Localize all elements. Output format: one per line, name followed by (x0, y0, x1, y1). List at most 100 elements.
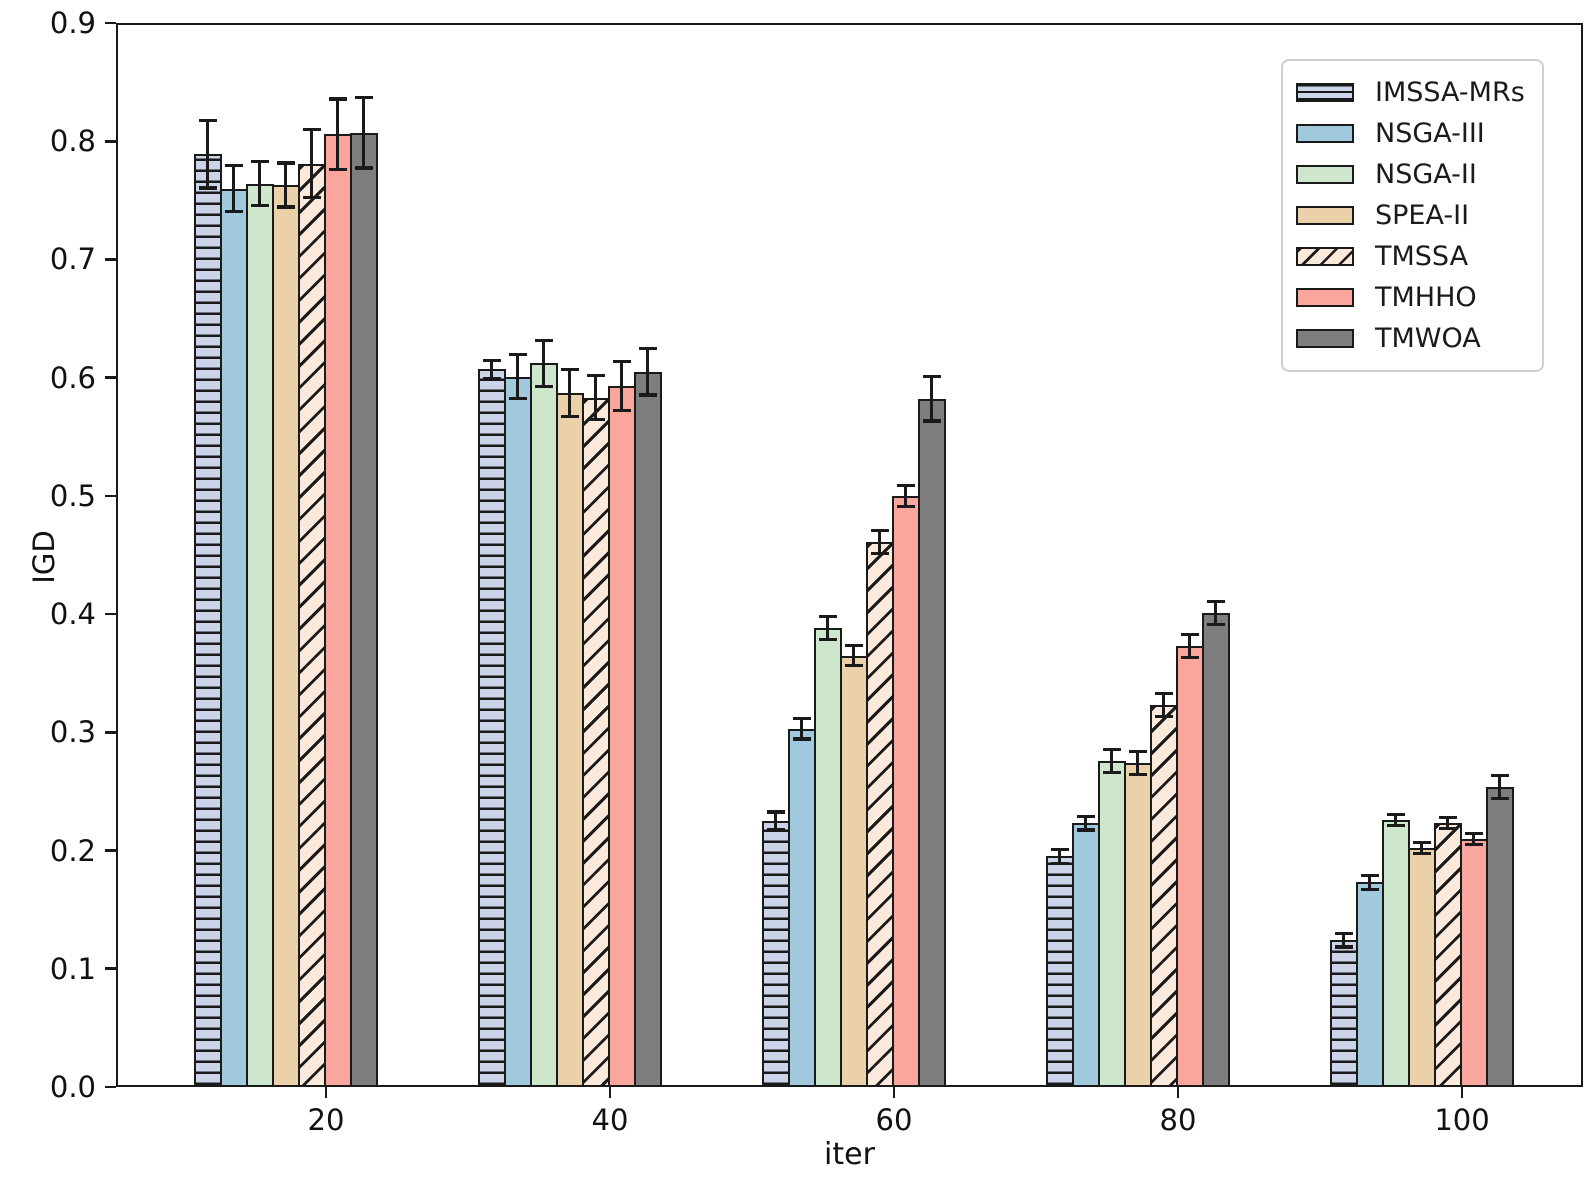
bar-NSGA-II-iter100 (1381, 819, 1410, 1087)
error-cap-bottom (844, 664, 863, 668)
error-bar-IMSSA-MRs-iter40 (482, 358, 501, 381)
error-cap-bottom (354, 166, 373, 170)
y-tick-mark (105, 1085, 116, 1089)
legend-label: TMWOA (1375, 323, 1481, 354)
bar-NSGA-II-iter60 (813, 628, 842, 1087)
error-cap-bottom (1206, 622, 1225, 626)
error-cap-top (1076, 815, 1095, 819)
error-cap-bottom (1386, 823, 1405, 827)
error-line (284, 161, 288, 209)
error-line (1420, 841, 1424, 856)
bar-SPEA-II-iter80 (1123, 763, 1152, 1087)
error-line (620, 359, 624, 412)
error-cap-top (508, 352, 527, 357)
y-tick-label: 0.0 (49, 1070, 96, 1104)
legend-item-NSGA-III: NSGA-III (1296, 113, 1530, 154)
error-cap-top (1412, 841, 1431, 845)
error-cap-top (1490, 773, 1509, 777)
y-tick-label: 0.7 (49, 242, 96, 277)
error-cap-top (250, 160, 269, 164)
error-bar-SPEA-II-iter40 (560, 368, 579, 418)
y-tick-label: 0.8 (49, 124, 96, 159)
y-tick-mark (105, 376, 116, 379)
error-cap-top (1464, 831, 1483, 835)
error-cap-bottom (482, 376, 501, 381)
error-line (1188, 633, 1192, 660)
error-bar-TMSSA-iter80 (1154, 692, 1173, 719)
error-cap-bottom (1076, 828, 1095, 832)
legend-item-SPEA-II: SPEA-II (1296, 195, 1530, 236)
bar-IMSSA-MRs-iter80 (1045, 856, 1074, 1087)
error-cap-top (1206, 599, 1225, 604)
legend-swatch-TMSSA (1296, 247, 1354, 266)
error-bar-TMWOA-iter80 (1206, 599, 1225, 626)
legend-label: IMSSA-MRs (1375, 77, 1525, 108)
error-cap-top (638, 346, 657, 351)
legend-item-IMSSA-MRs: IMSSA-MRs (1296, 72, 1530, 113)
error-bar-TMSSA-iter40 (586, 374, 605, 422)
error-line (1342, 932, 1346, 949)
error-cap-top (560, 368, 579, 372)
error-cap-bottom (508, 396, 527, 401)
error-cap-top (1180, 633, 1199, 637)
error-cap-bottom (922, 419, 941, 423)
error-line (1084, 815, 1088, 832)
legend-swatch-NSGA-III (1296, 124, 1354, 143)
error-cap-bottom (1360, 887, 1379, 891)
error-bar-SPEA-II-iter100 (1412, 841, 1431, 856)
bar-IMSSA-MRs-iter20 (193, 154, 222, 1087)
error-line (1446, 816, 1450, 831)
error-cap-bottom (1102, 770, 1121, 774)
error-bar-NSGA-II-iter20 (250, 160, 269, 208)
error-line (568, 368, 572, 418)
y-tick-mark (105, 21, 116, 25)
bar-TMWOA-iter40 (633, 371, 662, 1087)
error-line (1472, 831, 1476, 846)
error-cap-top (302, 128, 321, 132)
error-line (904, 484, 908, 508)
bar-IMSSA-MRs-iter60 (761, 821, 790, 1087)
error-bar-NSGA-II-iter40 (534, 338, 553, 389)
error-line (542, 338, 546, 389)
error-cap-top (1386, 812, 1405, 816)
error-line (490, 358, 494, 381)
x-tick-mark (892, 1087, 896, 1098)
bar-IMSSA-MRs-iter40 (477, 369, 506, 1087)
error-line (646, 346, 650, 397)
error-bar-SPEA-II-iter60 (844, 643, 863, 668)
error-cap-bottom (792, 737, 811, 741)
error-cap-top (844, 643, 863, 647)
y-tick-label: 0.9 (49, 6, 96, 40)
error-cap-top (766, 810, 785, 814)
error-cap-top (354, 96, 373, 100)
bar-TMHHO-iter20 (323, 134, 352, 1087)
error-cap-bottom (1180, 655, 1199, 660)
bar-TMWOA-iter60 (917, 398, 946, 1087)
bar-NSGA-III-iter20 (219, 188, 248, 1087)
bar-IMSSA-MRs-iter100 (1329, 940, 1358, 1087)
error-cap-top (328, 97, 347, 101)
error-line (878, 528, 882, 555)
error-cap-bottom (870, 551, 889, 555)
error-bar-TMHHO-iter80 (1180, 633, 1199, 660)
error-cap-top (922, 375, 941, 379)
error-line (310, 128, 314, 200)
error-bar-TMHHO-iter20 (328, 97, 347, 171)
error-bar-IMSSA-MRs-iter60 (766, 810, 785, 832)
error-cap-bottom (1334, 945, 1353, 949)
error-cap-top (1334, 932, 1353, 936)
error-cap-bottom (328, 167, 347, 171)
error-cap-bottom (1412, 852, 1431, 856)
error-cap-top (818, 615, 837, 619)
legend-item-TMWOA: TMWOA (1296, 318, 1530, 359)
bar-TMSSA-iter40 (581, 397, 610, 1087)
x-tick-label: 80 (1159, 1103, 1197, 1137)
error-cap-bottom (1154, 714, 1173, 719)
bar-SPEA-II-iter40 (555, 393, 584, 1087)
bar-TMSSA-iter100 (1433, 823, 1462, 1087)
bar-SPEA-II-iter100 (1407, 848, 1436, 1087)
error-cap-top (198, 118, 217, 122)
error-bar-NSGA-III-iter20 (224, 163, 243, 214)
bar-TMHHO-iter40 (607, 385, 636, 1087)
error-cap-top (1050, 848, 1069, 852)
